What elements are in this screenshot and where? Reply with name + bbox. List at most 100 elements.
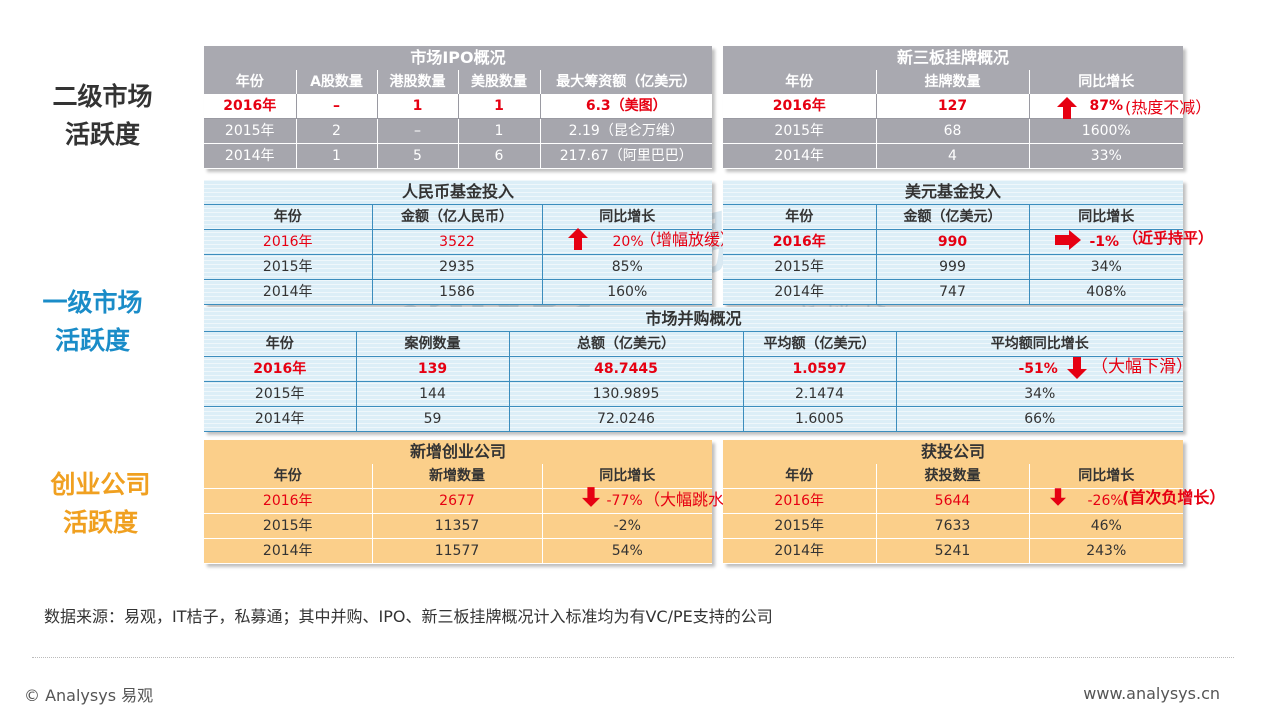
new-startups-table: 新增创业公司 年份 新增数量 同比增长 2016年 2677 -77% 2015… xyxy=(204,440,712,564)
ipo-title: 市场IPO概况 xyxy=(204,46,712,70)
table-cell: 4 xyxy=(876,143,1030,169)
category-secondary-market: 二级市场 活跃度 xyxy=(40,78,165,154)
table-row: 2014年 1 5 6 217.67（阿里巴巴） xyxy=(204,143,712,169)
table-cell: 1 xyxy=(377,94,459,119)
table-cell: 2677 xyxy=(372,488,543,514)
ipo-header-cell: 年份 xyxy=(204,70,297,94)
usd-header-row: 年份 金额（亿美元） 同比增长 xyxy=(723,204,1183,230)
table-cell: 6.3（美图） xyxy=(540,94,712,119)
table-cell: 990 xyxy=(876,229,1030,255)
table-cell: 999 xyxy=(876,254,1030,280)
ma-title: 市场并购概况 xyxy=(645,309,742,328)
table-cell: 1586 xyxy=(372,279,543,305)
table-cell: 5 xyxy=(377,143,459,169)
footer-divider xyxy=(32,657,1234,658)
table-cell: 85% xyxy=(542,254,712,280)
table-row: 2014年 5241 243% xyxy=(723,538,1183,564)
table-cell: 2015年 xyxy=(204,118,297,144)
website-link[interactable]: www.analysys.cn xyxy=(1083,684,1220,703)
neeq-header-cell: 年份 xyxy=(723,70,877,94)
table-row: 2014年 11577 54% xyxy=(204,538,712,564)
category-line-2: 活跃度 xyxy=(62,508,138,537)
neeq-header-cell: 挂牌数量 xyxy=(876,70,1030,94)
table-cell: 46% xyxy=(1029,513,1183,539)
table-cell: 144 xyxy=(356,381,510,407)
arrow-right-icon xyxy=(1055,230,1081,250)
table-cell: 217.67（阿里巴巴） xyxy=(540,143,712,169)
table-row: 2016年 5644 -26% xyxy=(723,488,1183,514)
table-cell: 2016年 xyxy=(723,94,877,119)
table-cell: 1 xyxy=(458,118,541,144)
funded-header-cell: 年份 xyxy=(723,464,877,489)
funded-companies-table: 获投公司 年份 获投数量 同比增长 2016年 5644 -26% 2015年 … xyxy=(723,440,1183,564)
table-row: 2016年 139 48.7445 1.0597 -51% xyxy=(204,356,1183,382)
data-source-note: 数据来源：易观，IT桔子，私募通；其中并购、IPO、新三板挂牌概况计入标准均为有… xyxy=(44,607,773,626)
table-cell: 243% xyxy=(1029,538,1183,564)
table-cell: 2015年 xyxy=(723,254,877,280)
rmb-note: （增幅放缓） xyxy=(640,230,737,249)
table-cell: 2015年 xyxy=(204,513,373,539)
table-row: 2015年 999 34% xyxy=(723,254,1183,280)
table-cell: 34% xyxy=(1029,254,1183,280)
table-cell: 34% xyxy=(896,381,1183,407)
table-cell: 2016年 xyxy=(204,229,373,255)
table-cell: 6 xyxy=(458,143,541,169)
ma-header-cell: 平均额（亿美元） xyxy=(743,331,897,357)
arrow-up-icon xyxy=(568,228,588,250)
table-cell: 130.9895 xyxy=(509,381,744,407)
table-cell: 2016年 xyxy=(723,488,877,514)
ipo-header-row: 年份 A股数量 港股数量 美股数量 最大筹资额（亿美元） xyxy=(204,70,712,94)
table-cell: -77% xyxy=(542,488,712,514)
rmb-header-row: 年份 金额（亿人民币） 同比增长 xyxy=(204,204,712,230)
copyright: © Analysys 易观 xyxy=(24,686,154,705)
table-row: 2016年 3522 20% xyxy=(204,229,712,255)
table-cell: 1600% xyxy=(1029,118,1183,144)
arrow-up-icon xyxy=(1057,97,1077,119)
ma-table: 市场并购概况 年份 案例数量 总额（亿美元） 平均额（亿美元） 平均额同比增长 … xyxy=(204,307,1183,432)
arrow-down-icon xyxy=(582,487,600,507)
table-row: 2016年 – 1 1 6.3（美图） xyxy=(204,94,712,119)
newco-header-cell: 同比增长 xyxy=(542,464,712,489)
table-row: 2014年 747 408% xyxy=(723,279,1183,305)
table-cell: 48.7445 xyxy=(509,356,744,382)
rmb-title: 人民币基金投入 xyxy=(401,182,514,201)
table-cell: -51% xyxy=(896,356,1183,382)
table-cell: 5644 xyxy=(876,488,1030,514)
ipo-header-cell: 港股数量 xyxy=(377,70,459,94)
ma-header-row: 年份 案例数量 总额（亿美元） 平均额（亿美元） 平均额同比增长 xyxy=(204,331,1183,357)
table-cell: – xyxy=(377,118,459,144)
rmb-header-cell: 同比增长 xyxy=(542,204,712,230)
ma-header-cell: 总额（亿美元） xyxy=(509,331,744,357)
table-cell: 139 xyxy=(356,356,510,382)
table-row: 2015年 11357 -2% xyxy=(204,513,712,539)
ma-header-cell: 年份 xyxy=(204,331,357,357)
table-cell: 2016年 xyxy=(204,488,373,514)
table-row: 2016年 2677 -77% xyxy=(204,488,712,514)
table-cell: 2014年 xyxy=(723,538,877,564)
table-cell: 7633 xyxy=(876,513,1030,539)
table-cell: 2015年 xyxy=(723,118,877,144)
table-cell: 1 xyxy=(458,94,541,119)
table-row: 2015年 2935 85% xyxy=(204,254,712,280)
table-cell: 87% xyxy=(1029,94,1183,119)
funded-note: (首次负增长） xyxy=(1122,488,1226,507)
funded-header-cell: 同比增长 xyxy=(1029,464,1183,489)
neeq-header-cell: 同比增长 xyxy=(1029,70,1183,94)
neeq-title: 新三板挂牌概况 xyxy=(723,46,1183,70)
table-cell: 68 xyxy=(876,118,1030,144)
category-line-1: 一级市场 xyxy=(42,288,143,317)
category-primary-market: 一级市场 活跃度 xyxy=(30,284,155,360)
table-cell: 2016年 xyxy=(204,94,297,119)
usd-fund-table: 美元基金投入 年份 金额（亿美元） 同比增长 2016年 990 -1% 201… xyxy=(723,180,1183,305)
table-cell: 2014年 xyxy=(204,143,297,169)
table-cell: 127 xyxy=(876,94,1030,119)
ma-header-cell: 案例数量 xyxy=(356,331,510,357)
arrow-down-icon xyxy=(1050,488,1066,506)
newco-header-cell: 年份 xyxy=(204,464,373,489)
newco-note: （大幅跳水） xyxy=(644,490,741,509)
newco-title: 新增创业公司 xyxy=(409,442,506,461)
rmb-header-cell: 金额（亿人民币） xyxy=(372,204,543,230)
ipo-header-cell: 美股数量 xyxy=(458,70,541,94)
table-row: 2016年 990 -1% xyxy=(723,229,1183,255)
ipo-header-cell: 最大筹资额（亿美元） xyxy=(540,70,712,94)
